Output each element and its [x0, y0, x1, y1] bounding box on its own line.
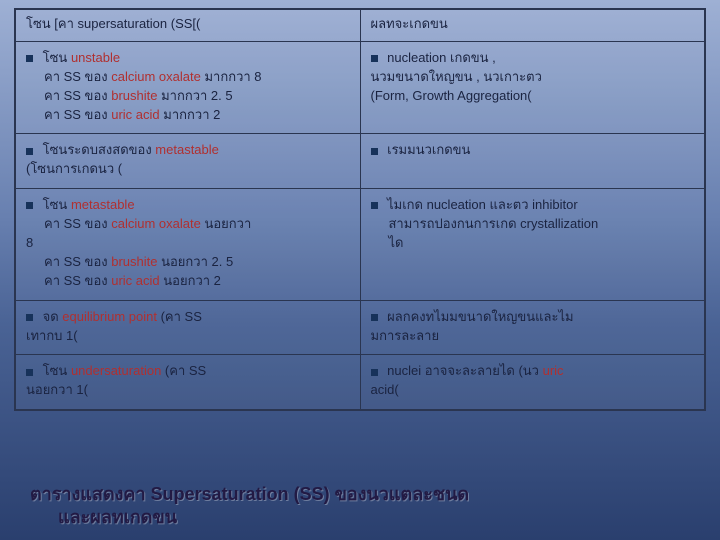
text-red: equilibrium point — [62, 309, 157, 324]
cell-right-metastable-top: เรมมนวเกดขน — [360, 134, 705, 189]
ss-table: โซน [คา supersaturation (SS[( ผลทจะเกดขน… — [14, 8, 706, 411]
text: คา SS ของ — [44, 69, 108, 84]
text: คา SS ของ — [44, 88, 108, 103]
header-right: ผลทจะเกดขน — [360, 10, 705, 42]
text: คา SS ของ — [44, 107, 108, 122]
table-header-row: โซน [คา supersaturation (SS[( ผลทจะเกดขน — [16, 10, 705, 42]
text: เทากบ 1( — [26, 328, 350, 345]
text-red: undersaturation — [71, 363, 161, 378]
text: นวมขนาดใหญขน , นวเกาะตว — [371, 69, 695, 86]
text-red: metastable — [71, 197, 135, 212]
bullet-icon — [26, 55, 33, 62]
text: (โซนการเกดนว ( — [26, 161, 350, 178]
bullet-icon — [371, 55, 378, 62]
text: นอยกวา 1( — [26, 382, 350, 399]
text: ผลกคงทไมมขนาดใหญขนและไม — [387, 309, 573, 324]
text: คา SS ของ — [44, 254, 108, 269]
text: (คา SS — [161, 309, 202, 324]
table: โซน [คา supersaturation (SS[( ผลทจะเกดขน… — [15, 9, 705, 410]
cell-left-metastable-top: โซนระดบสงสดของ metastable (โซนการเกดนว ( — [16, 134, 361, 189]
text: คา SS ของ — [44, 273, 108, 288]
text: มากกวา 8 — [204, 69, 261, 84]
text-red: uric acid — [111, 273, 159, 288]
caption-line2: และผลทเกดขน — [30, 506, 469, 529]
text: มากกวา 2. 5 — [161, 88, 233, 103]
cell-left-metastable: โซน metastable คา SS ของ calcium oxalate… — [16, 189, 361, 300]
bullet-icon — [26, 202, 33, 209]
text: สามารถปองกนการเกด crystallization — [371, 216, 695, 233]
cell-right-undersaturation: nuclei อาจจะละลายได (นว uric acid( — [360, 355, 705, 410]
cell-left-equilibrium: จด equilibrium point (คา SS เทากบ 1( — [16, 300, 361, 355]
table-row: จด equilibrium point (คา SS เทากบ 1( ผลก… — [16, 300, 705, 355]
text: มการละลาย — [371, 328, 695, 345]
text-red: metastable — [155, 142, 219, 157]
text: มากกวา 2 — [163, 107, 220, 122]
text: นอยกวา 2 — [163, 273, 221, 288]
bullet-icon — [371, 369, 378, 376]
text: nucleation เกดขน , — [387, 50, 496, 65]
bullet-icon — [371, 314, 378, 321]
header-left: โซน [คา supersaturation (SS[( — [16, 10, 361, 42]
text: ได — [371, 235, 695, 252]
text: ไมเกด nucleation และตว inhibitor — [387, 197, 578, 212]
text: โซนระดบสงสดของ — [43, 142, 156, 157]
text: นอยกวา 2. 5 — [161, 254, 233, 269]
text: (Form, Growth Aggregation( — [371, 88, 695, 105]
cell-left-unstable: โซน unstable คา SS ของ calcium oxalate ม… — [16, 41, 361, 134]
text-red: unstable — [71, 50, 120, 65]
bullet-icon — [26, 369, 33, 376]
bullet-icon — [371, 202, 378, 209]
caption: ตารางแสดงคา Supersaturation (SS) ของนวแต… — [30, 483, 469, 528]
text: คา SS ของ — [44, 216, 108, 231]
text-red: calcium oxalate — [111, 69, 201, 84]
text: nuclei อาจจะละลายได (นว — [387, 363, 542, 378]
text-red: calcium oxalate — [111, 216, 201, 231]
cell-right-equilibrium: ผลกคงทไมมขนาดใหญขนและไม มการละลาย — [360, 300, 705, 355]
text-red: brushite — [111, 254, 157, 269]
bullet-icon — [371, 148, 378, 155]
bullet-icon — [26, 314, 33, 321]
text: โซน — [43, 363, 68, 378]
table-row: โซน unstable คา SS ของ calcium oxalate ม… — [16, 41, 705, 134]
text: 8 — [26, 235, 350, 252]
text: (คา SS — [165, 363, 206, 378]
cell-left-undersaturation: โซน undersaturation (คา SS นอยกวา 1( — [16, 355, 361, 410]
table-row: โซน metastable คา SS ของ calcium oxalate… — [16, 189, 705, 300]
text: เรมมนวเกดขน — [387, 142, 470, 157]
text-red: brushite — [111, 88, 157, 103]
cell-right-unstable: nucleation เกดขน , นวมขนาดใหญขน , นวเกาะ… — [360, 41, 705, 134]
text-red: uric — [543, 363, 564, 378]
text: จด — [43, 309, 63, 324]
cell-right-metastable: ไมเกด nucleation และตว inhibitor สามารถป… — [360, 189, 705, 300]
caption-line1: ตารางแสดงคา Supersaturation (SS) ของนวแต… — [30, 483, 469, 506]
text: acid( — [371, 382, 695, 399]
text: โซน — [43, 197, 68, 212]
table-row: โซนระดบสงสดของ metastable (โซนการเกดนว (… — [16, 134, 705, 189]
header-right-text: ผลทจะเกดขน — [371, 16, 448, 31]
table-row: โซน undersaturation (คา SS นอยกวา 1( nuc… — [16, 355, 705, 410]
bullet-icon — [26, 148, 33, 155]
text: นอยกวา — [204, 216, 251, 231]
text-red: uric acid — [111, 107, 159, 122]
text: โซน — [43, 50, 68, 65]
header-left-text: โซน [คา supersaturation (SS[( — [26, 16, 200, 31]
